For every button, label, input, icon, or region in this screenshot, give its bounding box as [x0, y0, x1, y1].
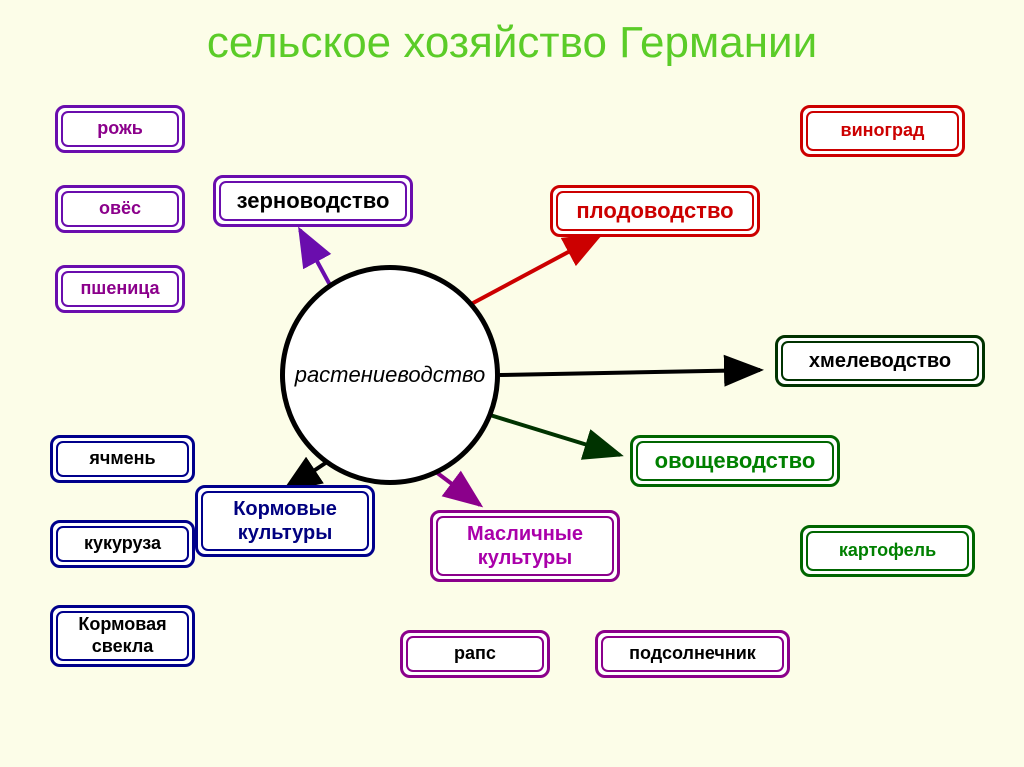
branch-node: плодоводство	[550, 185, 760, 237]
child-node: кукуруза	[50, 520, 195, 568]
child-node: подсолнечник	[595, 630, 790, 678]
child-node: рожь	[55, 105, 185, 153]
child-node: пшеница	[55, 265, 185, 313]
arrow	[500, 370, 760, 375]
child-node: картофель	[800, 525, 975, 577]
node-label: подсолнечник	[601, 636, 784, 672]
node-label: рапс	[406, 636, 544, 672]
arrow	[300, 230, 330, 285]
branch-node: Кормовые культуры	[195, 485, 375, 557]
node-label: овощеводство	[636, 441, 834, 481]
node-label: рожь	[61, 111, 179, 147]
node-label: виноград	[806, 111, 959, 151]
center-node: растениеводство	[280, 265, 500, 485]
node-label: хмелеводство	[781, 341, 979, 381]
node-label: плодоводство	[556, 191, 754, 231]
node-label: кукуруза	[56, 526, 189, 562]
child-node: виноград	[800, 105, 965, 157]
child-node: ячмень	[50, 435, 195, 483]
child-node: Кормовая свекла	[50, 605, 195, 667]
node-label: Масличные культуры	[436, 516, 614, 576]
node-label: Кормовые культуры	[201, 491, 369, 551]
node-label: зерноводство	[219, 181, 407, 221]
branch-node: овощеводство	[630, 435, 840, 487]
diagram-title: сельское хозяйство Германии	[0, 18, 1024, 68]
node-label: картофель	[806, 531, 969, 571]
node-label: овёс	[61, 191, 179, 227]
node-label: ячмень	[56, 441, 189, 477]
branch-node: зерноводство	[213, 175, 413, 227]
arrow	[490, 415, 620, 455]
arrow	[460, 235, 600, 310]
branch-node: Масличные культуры	[430, 510, 620, 582]
node-label: Кормовая свекла	[56, 611, 189, 661]
branch-node: хмелеводство	[775, 335, 985, 387]
child-node: овёс	[55, 185, 185, 233]
node-label: пшеница	[61, 271, 179, 307]
child-node: рапс	[400, 630, 550, 678]
